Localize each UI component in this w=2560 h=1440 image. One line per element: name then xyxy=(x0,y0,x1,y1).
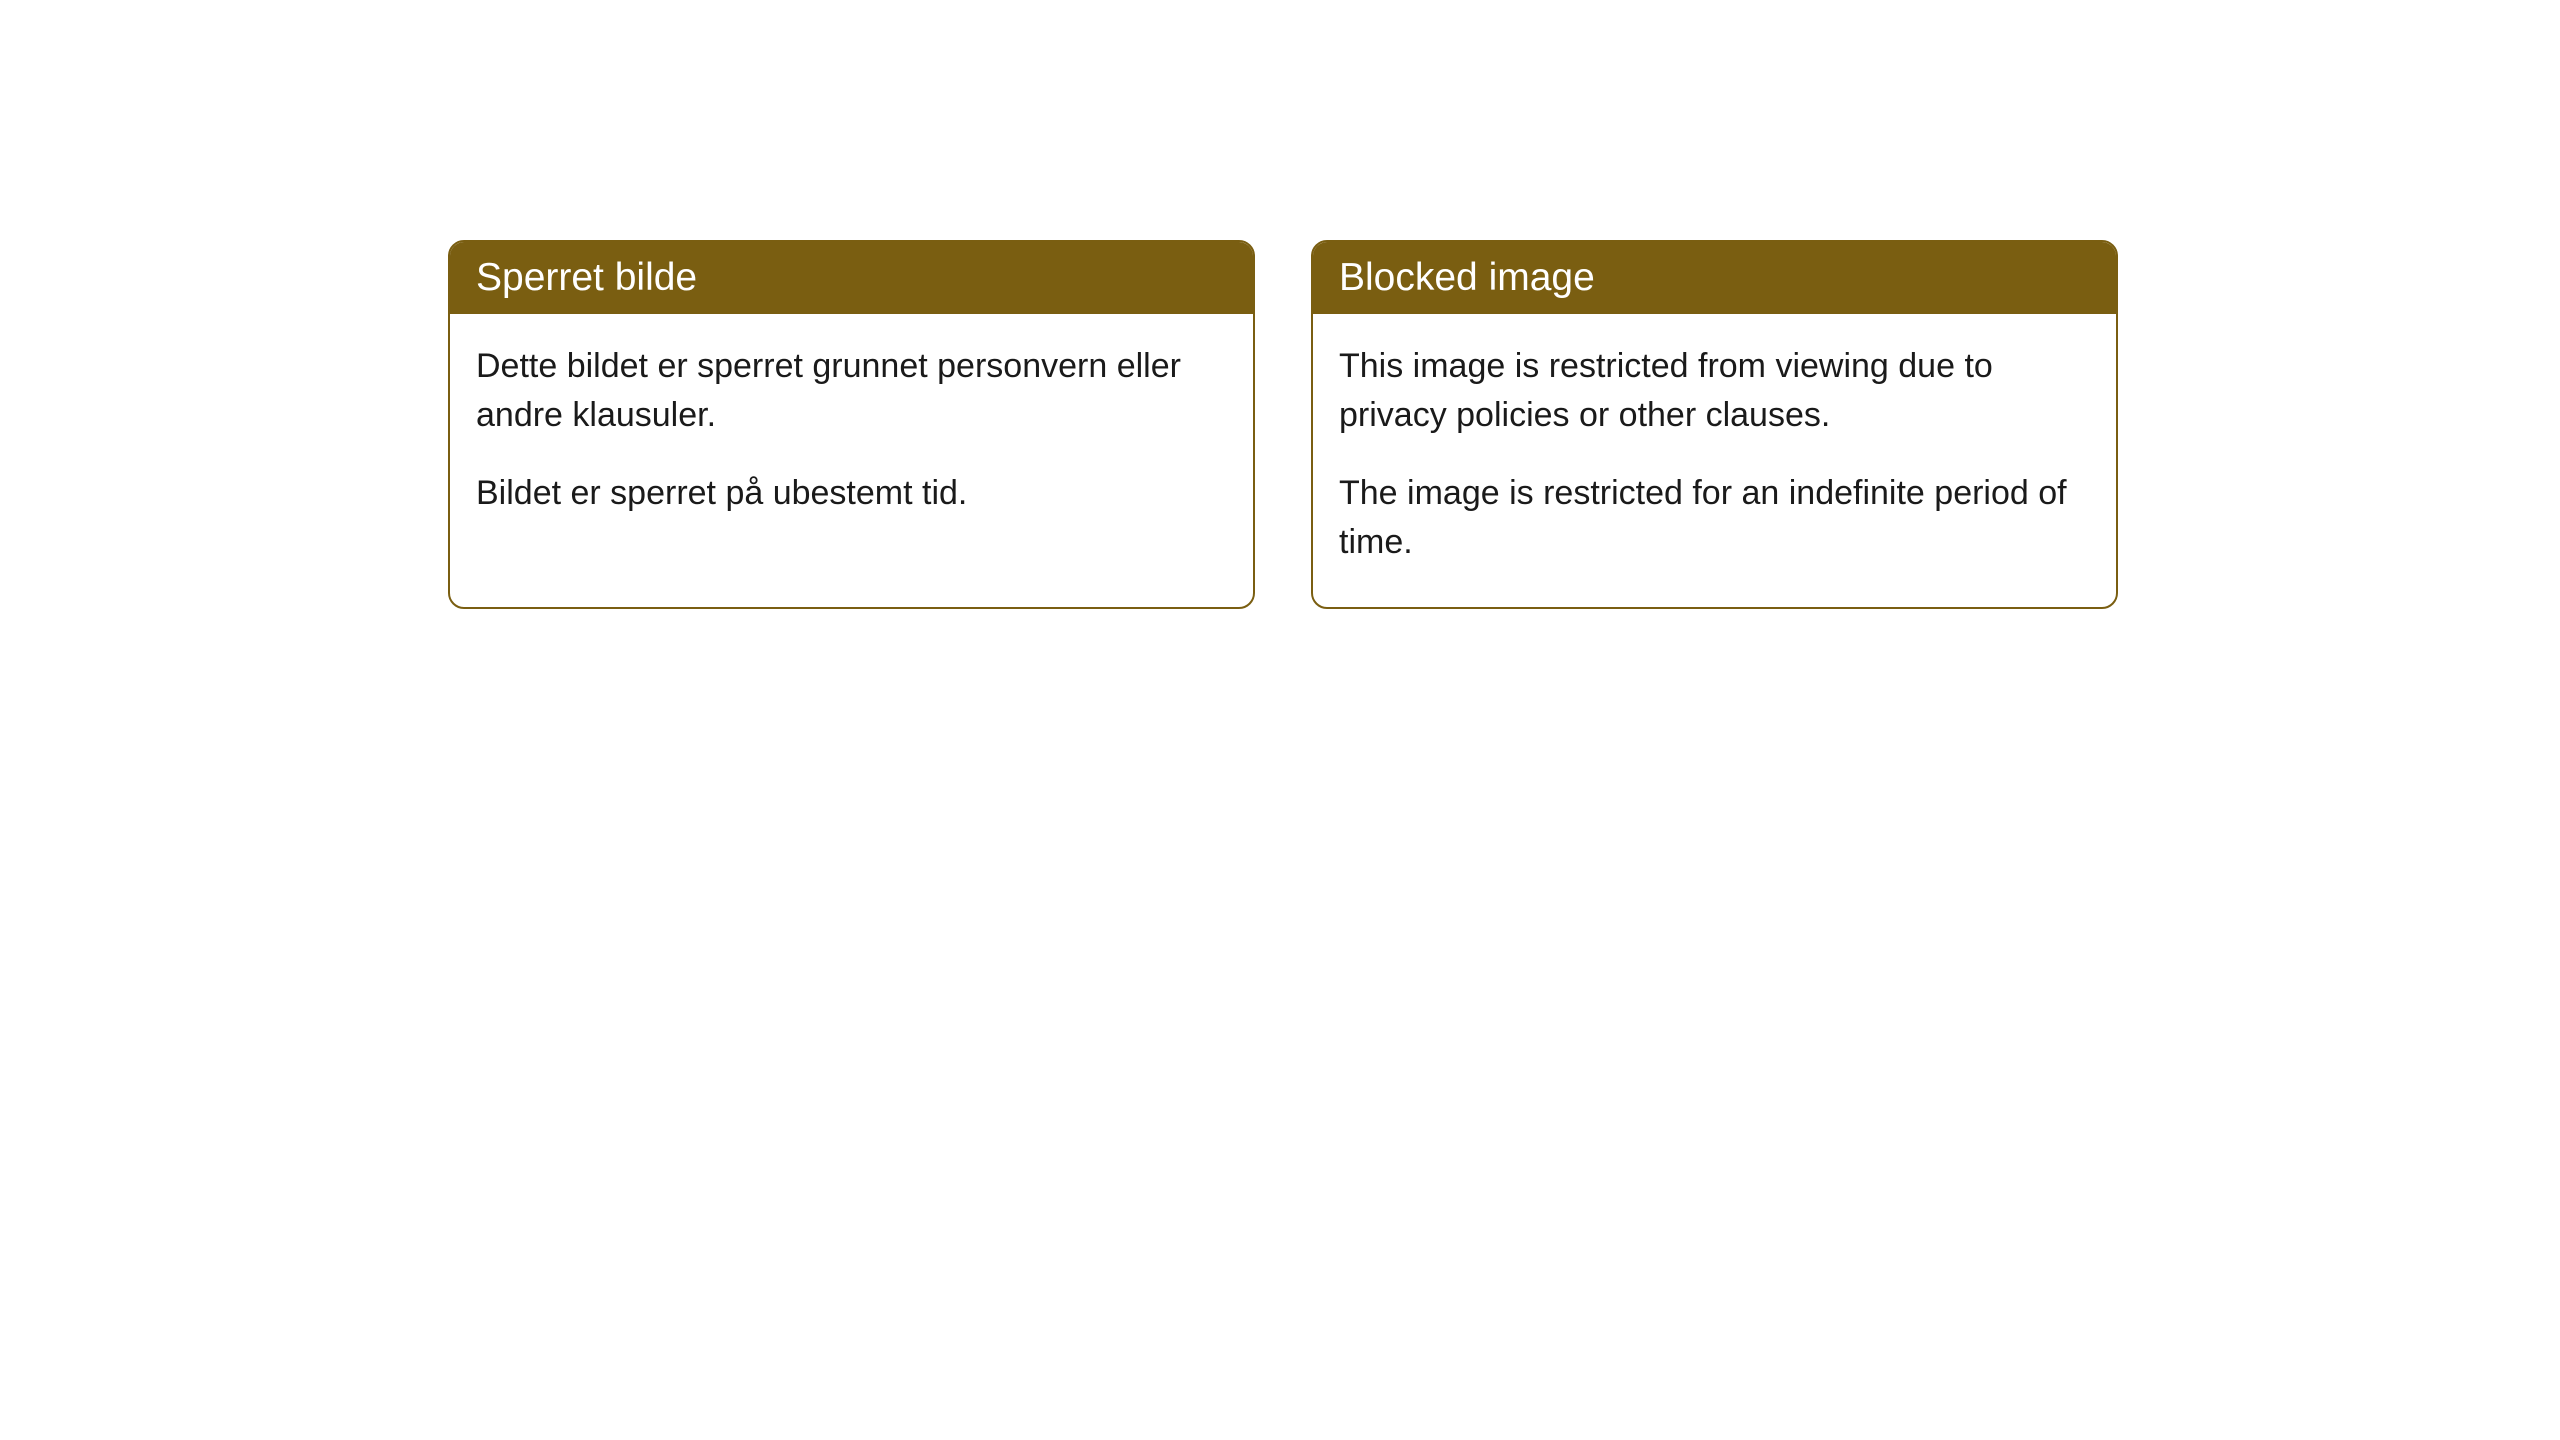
notice-cards-container: Sperret bilde Dette bildet er sperret gr… xyxy=(448,240,2118,609)
card-header-english: Blocked image xyxy=(1313,242,2116,314)
blocked-image-card-norwegian: Sperret bilde Dette bildet er sperret gr… xyxy=(448,240,1255,609)
card-paragraph: Dette bildet er sperret grunnet personve… xyxy=(476,342,1227,441)
blocked-image-card-english: Blocked image This image is restricted f… xyxy=(1311,240,2118,609)
card-title: Blocked image xyxy=(1339,256,1595,299)
card-header-norwegian: Sperret bilde xyxy=(450,242,1253,314)
card-title: Sperret bilde xyxy=(476,256,697,299)
card-body-english: This image is restricted from viewing du… xyxy=(1313,314,2116,607)
card-paragraph: Bildet er sperret på ubestemt tid. xyxy=(476,469,1227,518)
card-paragraph: The image is restricted for an indefinit… xyxy=(1339,469,2090,568)
card-body-norwegian: Dette bildet er sperret grunnet personve… xyxy=(450,314,1253,558)
card-paragraph: This image is restricted from viewing du… xyxy=(1339,342,2090,441)
